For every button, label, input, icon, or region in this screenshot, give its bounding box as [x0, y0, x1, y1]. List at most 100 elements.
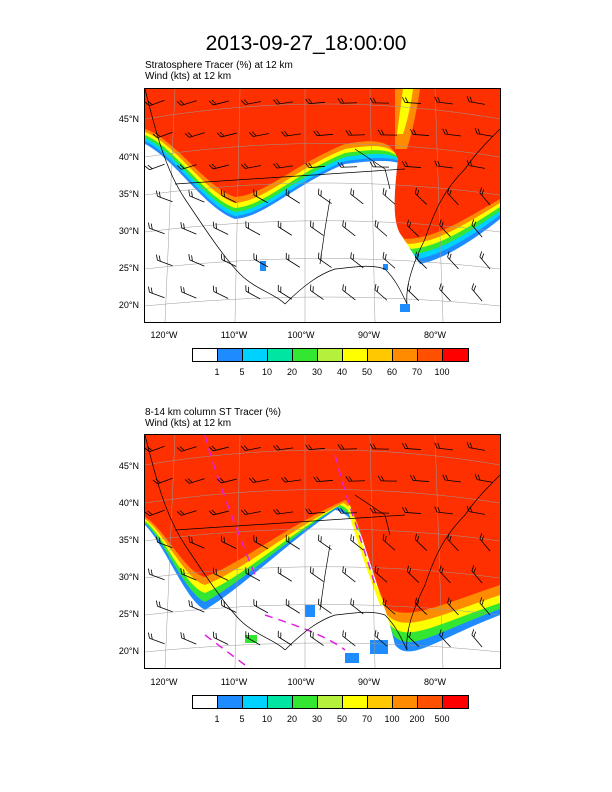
wind-barb: [447, 187, 459, 206]
wind-barb: [377, 475, 398, 482]
wind-barb: [188, 600, 205, 613]
panel2-lat-label: 40°N: [118, 498, 139, 508]
wind-barb: [342, 566, 356, 583]
wind-barb: [176, 446, 197, 452]
wind-barb: [245, 221, 261, 236]
wind-barb: [188, 190, 205, 203]
wind-barb: [285, 188, 300, 204]
wind-barb: [277, 284, 292, 300]
wind-barb: [410, 129, 430, 136]
wind-barb: [369, 443, 390, 450]
wind-barb: [471, 219, 483, 238]
colorbar-swatch: [243, 696, 268, 708]
wind-barb: [337, 508, 358, 514]
wind-barb: [402, 97, 422, 104]
panel2-lon-label: 110°W: [220, 677, 248, 687]
wind-barb: [318, 598, 332, 614]
wind-barb: [369, 97, 390, 104]
colorbar-swatch: [293, 349, 318, 361]
wind-barb: [145, 99, 165, 107]
colorbar-swatch: [443, 349, 468, 361]
wind-barb: [318, 188, 332, 204]
wind-barb: [145, 509, 165, 517]
wind-barb: [248, 131, 269, 137]
wind-barb: [434, 96, 453, 105]
wind-barb: [220, 253, 237, 267]
wind-barb: [471, 629, 483, 648]
colorbar-swatch: [193, 349, 218, 361]
wind-barb: [273, 508, 293, 515]
panel1-lat-label: 20°N: [118, 300, 139, 310]
wind-barb: [145, 445, 165, 453]
wind-barb: [479, 187, 491, 206]
wind-barb: [220, 535, 237, 549]
wind-barb: [466, 160, 485, 169]
wind-barb: [216, 131, 237, 138]
wind-barbs: [145, 96, 493, 302]
wind-barb: [406, 283, 420, 301]
panel1-lat-label: 35°N: [118, 189, 139, 199]
colorbar-label: 20: [286, 367, 297, 377]
wind-barb: [220, 189, 237, 203]
panel1-lat-label: 30°N: [118, 226, 139, 236]
panel1-colorbar: [192, 348, 469, 362]
wind-barb: [245, 631, 261, 646]
wind-barb: [208, 99, 229, 106]
wind-barb: [439, 283, 451, 302]
colorbar-label: 30: [311, 714, 322, 724]
wind-barb: [281, 130, 301, 137]
wind-barb: [471, 283, 483, 302]
wind-barb: [285, 252, 300, 268]
wind-barb: [406, 565, 420, 583]
tracer-blob: [305, 605, 315, 617]
wind-barb: [310, 566, 324, 582]
panel2-subtitle-line2: Wind (kts) at 12 km: [145, 418, 232, 429]
wind-barb: [402, 507, 422, 514]
wind-barbs: [145, 442, 493, 648]
wind-barb: [216, 477, 237, 484]
tracer-blob: [260, 261, 266, 271]
colorbar-label: 70: [361, 714, 372, 724]
wind-barb: [447, 597, 459, 616]
colorbar-label: 500: [434, 714, 450, 724]
panel2-map: [144, 434, 501, 669]
wind-barb: [253, 535, 269, 550]
panel1-map-drawing: [145, 89, 500, 322]
wind-barb: [285, 598, 300, 614]
wind-barb: [414, 251, 428, 269]
wind-barb: [447, 251, 459, 270]
wind-barb: [369, 161, 390, 168]
wind-barb: [310, 284, 324, 300]
wind-barb: [212, 221, 229, 235]
tracer-blob: [345, 653, 359, 663]
panel2-lat-label: 25°N: [118, 609, 139, 619]
panel1-lon-label: 90°W: [357, 330, 381, 340]
wind-barb: [466, 96, 485, 105]
wind-barb: [180, 286, 197, 299]
wind-barb: [273, 162, 293, 169]
wind-barb: [184, 478, 205, 484]
coastlines: [145, 435, 500, 651]
wind-barb: [180, 568, 197, 581]
panel1-map: [144, 88, 501, 323]
tracer-blob: [383, 264, 388, 270]
wind-barb: [305, 162, 326, 169]
wind-barb: [337, 98, 358, 104]
colorbar-label: 20: [286, 714, 297, 724]
panel2-lon-label: 120°W: [150, 677, 178, 687]
panel1-lon-label: 110°W: [220, 330, 248, 340]
wind-barb: [273, 444, 293, 451]
wind-barb: [240, 509, 261, 515]
wind-barb: [176, 510, 197, 516]
wind-barb: [439, 219, 451, 238]
colorbar-label: 60: [386, 367, 397, 377]
wind-barb: [374, 219, 388, 237]
wind-barb: [285, 534, 300, 550]
colorbar-swatch: [343, 696, 368, 708]
wind-barb: [155, 600, 173, 613]
wind-barb: [374, 283, 388, 301]
wind-barb: [439, 565, 451, 584]
panel2-lat-label: 20°N: [118, 646, 139, 656]
wind-barb: [277, 220, 292, 236]
wind-barb: [374, 565, 388, 583]
